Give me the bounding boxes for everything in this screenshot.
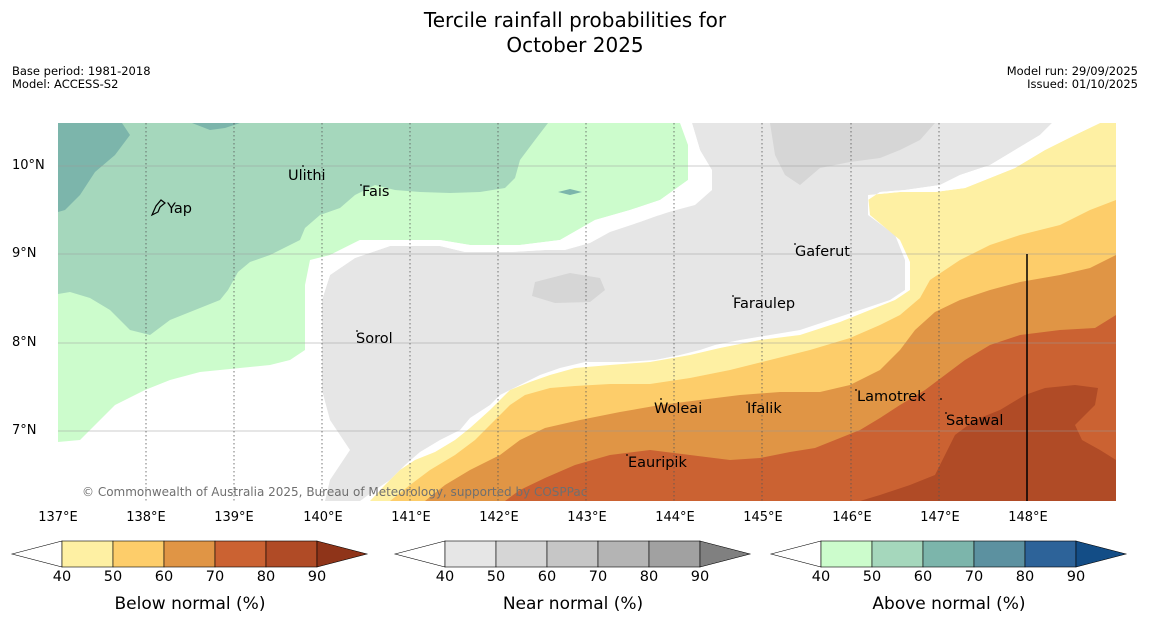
place-lamotrek: Lamotrek (857, 389, 926, 405)
lon-label-145e: 145°E (743, 510, 783, 525)
lat-label-10n: 10°N (12, 158, 45, 173)
near-colorbar (393, 540, 752, 568)
above-colorbar-segment (922, 540, 975, 568)
island-dots (302, 165, 947, 456)
below-tick-40: 40 (52, 569, 72, 585)
region-above-50 (58, 123, 548, 335)
lon-label-137e: 137°E (38, 510, 78, 525)
region-above-60-islet (558, 189, 582, 195)
above-colorbar (769, 540, 1128, 568)
place-yap: Yap (166, 201, 192, 217)
lon-label-144e: 144°E (655, 510, 695, 525)
above-tick-70: 70 (964, 569, 984, 585)
near-colorbar-segment (444, 540, 497, 568)
near-tick-70: 70 (588, 569, 608, 585)
region-below-80 (860, 385, 1116, 501)
near-colorbar-segment (546, 540, 599, 568)
near-tick-90: 90 (690, 569, 710, 585)
near-colorbar-under (393, 540, 446, 568)
below-colorbar-segment (265, 540, 318, 568)
above-tick-40: 40 (811, 569, 831, 585)
title-line-1: Tercile rainfall probabilities for (423, 8, 727, 32)
lat-label-7n: 7°N (12, 423, 37, 438)
title-line-2: October 2025 (506, 33, 644, 57)
above-normal-label: Above normal (%) (872, 594, 1026, 614)
colorbars (10, 540, 1128, 568)
near-normal-label: Near normal (%) (502, 594, 644, 614)
near-colorbar-segment (597, 540, 650, 568)
place-sorol: Sorol (356, 331, 393, 347)
place-eauripik: Eauripik (628, 455, 687, 471)
near-tick-60: 60 (537, 569, 557, 585)
lat-label-9n: 9°N (12, 246, 37, 261)
below-colorbar-segment (163, 540, 216, 568)
below-colorbar-under (10, 540, 63, 568)
region-above-60 (58, 123, 130, 212)
place-woleai: Woleai (654, 401, 702, 417)
no-skill-zone (310, 123, 712, 300)
below-colorbar-over (316, 540, 369, 568)
place-ifalik: Ifalik (747, 401, 782, 417)
lon-label-142e: 142°E (479, 510, 519, 525)
rainfall-map: Yap Ulithi Fais Gaferut Faraulep Sorol W… (58, 123, 1116, 501)
above-tick-90: 90 (1066, 569, 1086, 585)
lon-label-148e: 148°E (1008, 510, 1048, 525)
model-name: Model: ACCESS-S2 (12, 77, 119, 91)
above-colorbar-segment (820, 540, 873, 568)
below-tick-80: 80 (256, 569, 276, 585)
region-above-60-top (192, 123, 240, 130)
near-tick-80: 80 (639, 569, 659, 585)
below-colorbar-segment (61, 540, 114, 568)
place-satawal: Satawal (946, 413, 1003, 429)
lon-label-138e: 138°E (126, 510, 166, 525)
base-period: Base period: 1981-2018 (12, 64, 151, 78)
above-colorbar-segment (1024, 540, 1077, 568)
lon-label-146e: 146°E (832, 510, 872, 525)
place-ulithi: Ulithi (288, 168, 326, 184)
lon-label-143e: 143°E (567, 510, 607, 525)
lon-label-140e: 140°E (303, 510, 343, 525)
place-gaferut: Gaferut (795, 244, 850, 260)
near-colorbar-segment (495, 540, 548, 568)
above-colorbar-over (1075, 540, 1128, 568)
below-tick-60: 60 (154, 569, 174, 585)
near-tick-50: 50 (486, 569, 506, 585)
above-colorbar-under (769, 540, 822, 568)
above-colorbar-segment (973, 540, 1026, 568)
below-colorbar (10, 540, 369, 568)
near-tick-40: 40 (435, 569, 455, 585)
region-near-50-center (532, 273, 605, 303)
below-normal-label: Below normal (%) (114, 594, 266, 614)
below-tick-50: 50 (103, 569, 123, 585)
above-tick-60: 60 (913, 569, 933, 585)
below-tick-70: 70 (205, 569, 225, 585)
below-colorbar-segment (112, 540, 165, 568)
above-colorbar-segment (871, 540, 924, 568)
near-colorbar-over (699, 540, 752, 568)
place-fais: Fais (362, 184, 389, 200)
above-tick-50: 50 (862, 569, 882, 585)
region-near-50-north (770, 123, 935, 185)
below-colorbar-segment (214, 540, 267, 568)
map-title: Tercile rainfall probabilities for Octob… (0, 8, 1150, 58)
meta-right: Model run: 29/09/2025 Issued: 01/10/2025 (1007, 65, 1138, 91)
place-faraulep: Faraulep (733, 296, 795, 312)
lon-label-139e: 139°E (214, 510, 254, 525)
yap-island (150, 199, 166, 217)
model-run: Model run: 29/09/2025 (1006, 64, 1138, 78)
near-colorbar-segment (648, 540, 701, 568)
lon-label-141e: 141°E (391, 510, 431, 525)
lat-label-8n: 8°N (12, 335, 37, 350)
meridians (145, 123, 940, 501)
no-skill-zone-2 (868, 123, 1100, 200)
lon-label-147e: 147°E (920, 510, 960, 525)
below-tick-90: 90 (307, 569, 327, 585)
copyright-notice: © Commonwealth of Australia 2025, Bureau… (82, 485, 588, 499)
above-tick-80: 80 (1015, 569, 1035, 585)
meta-left: Base period: 1981-2018 Model: ACCESS-S2 (12, 65, 151, 91)
region-near-40 (322, 123, 1052, 501)
issued-date: Issued: 01/10/2025 (1027, 77, 1138, 91)
